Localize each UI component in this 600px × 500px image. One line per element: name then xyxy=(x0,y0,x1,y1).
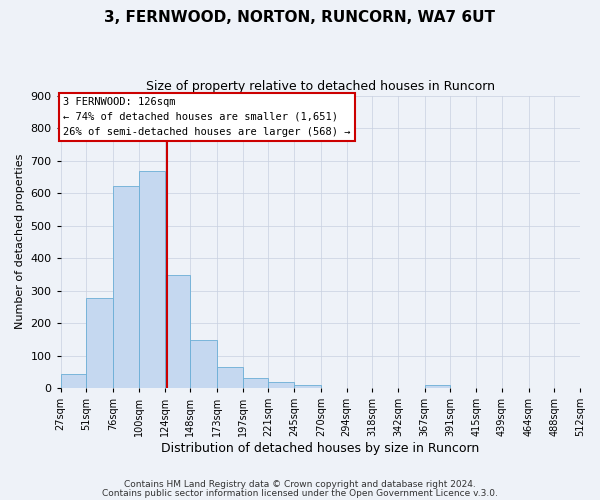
Bar xyxy=(217,367,243,388)
Text: Contains public sector information licensed under the Open Government Licence v.: Contains public sector information licen… xyxy=(102,488,498,498)
Text: 3, FERNWOOD, NORTON, RUNCORN, WA7 6UT: 3, FERNWOOD, NORTON, RUNCORN, WA7 6UT xyxy=(104,10,496,25)
Bar xyxy=(139,171,164,388)
Text: 3 FERNWOOD: 126sqm
← 74% of detached houses are smaller (1,651)
26% of semi-deta: 3 FERNWOOD: 126sqm ← 74% of detached hou… xyxy=(63,97,350,137)
Title: Size of property relative to detached houses in Runcorn: Size of property relative to detached ho… xyxy=(146,80,495,93)
Bar xyxy=(86,298,113,388)
Bar xyxy=(243,378,268,388)
Text: Contains HM Land Registry data © Crown copyright and database right 2024.: Contains HM Land Registry data © Crown c… xyxy=(124,480,476,489)
Bar xyxy=(61,374,86,388)
Bar xyxy=(294,385,321,388)
Bar xyxy=(113,186,139,388)
Bar xyxy=(425,386,451,388)
Y-axis label: Number of detached properties: Number of detached properties xyxy=(15,154,25,330)
Bar xyxy=(164,276,190,388)
X-axis label: Distribution of detached houses by size in Runcorn: Distribution of detached houses by size … xyxy=(161,442,479,455)
Bar xyxy=(268,382,294,388)
Bar xyxy=(190,340,217,388)
